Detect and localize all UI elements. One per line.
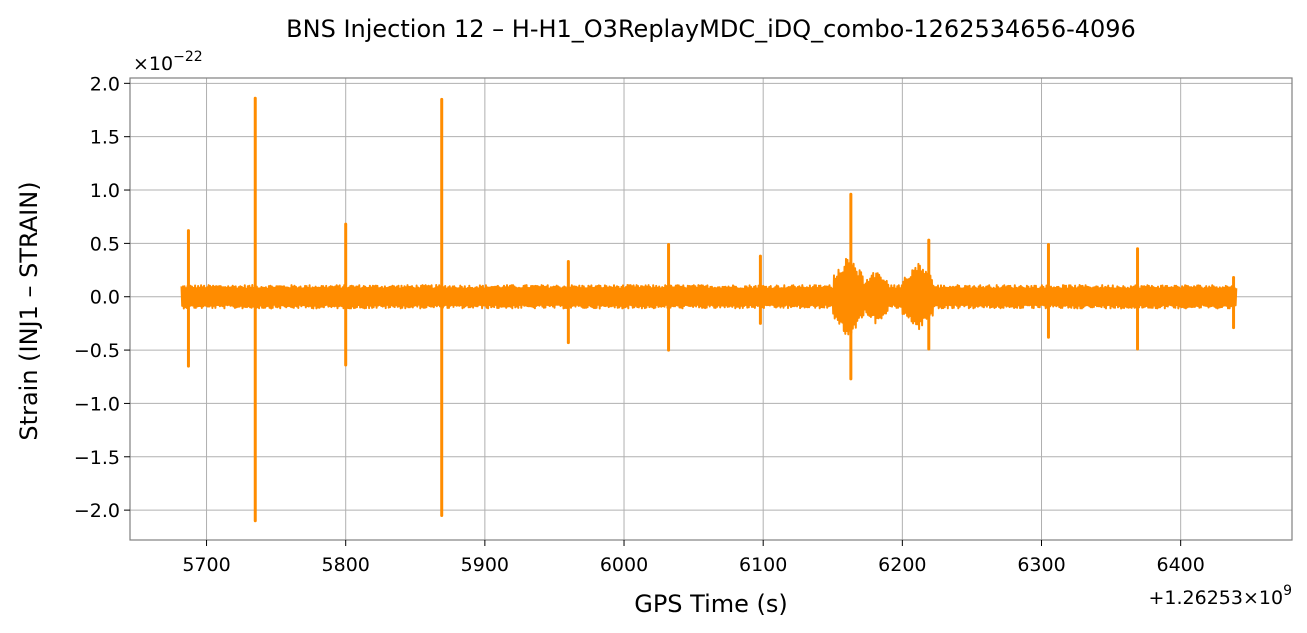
series-line (180, 257, 1238, 336)
y-axis-title: Strain (INJ1 – STRAIN) (15, 181, 43, 440)
x-tick-label: 6200 (878, 554, 926, 576)
y-tick-label: −0.5 (74, 340, 120, 362)
x-tick-label: 6300 (1017, 554, 1065, 576)
plot-area (180, 96, 1238, 523)
y-tick-label: −1.5 (74, 447, 120, 469)
x-tick-label: 5900 (461, 554, 509, 576)
x-axis: 5700 5800 5900 6000 6100 6200 6300 6400 (182, 540, 1205, 576)
y-tick-label: −2.0 (74, 500, 120, 522)
y-tick-label: 0.5 (90, 233, 120, 255)
y-tick-label: 2.0 (90, 73, 120, 95)
x-tick-label: 5700 (182, 554, 230, 576)
y-scale-factor: ×10−22 (133, 49, 203, 75)
x-tick-label: 6100 (739, 554, 787, 576)
y-tick-label: −1.0 (74, 393, 120, 415)
chart-title: BNS Injection 12 – H-H1_O3ReplayMDC_iDQ_… (286, 15, 1136, 43)
x-tick-label: 5800 (322, 554, 370, 576)
x-tick-label: 6000 (600, 554, 648, 576)
x-axis-title: GPS Time (s) (634, 590, 788, 618)
plot-frame (129, 77, 1293, 541)
y-axis: 2.0 1.5 1.0 0.5 0.0 −0.5 −1.0 −1.5 −2.0 (74, 73, 130, 522)
y-tick-label: 1.5 (90, 127, 120, 149)
x-offset-label: +1.26253×109 (1148, 583, 1292, 609)
y-tick-label: 1.0 (90, 180, 120, 202)
x-tick-label: 6400 (1156, 554, 1204, 576)
y-tick-label: 0.0 (90, 287, 120, 309)
grid (130, 78, 1292, 540)
